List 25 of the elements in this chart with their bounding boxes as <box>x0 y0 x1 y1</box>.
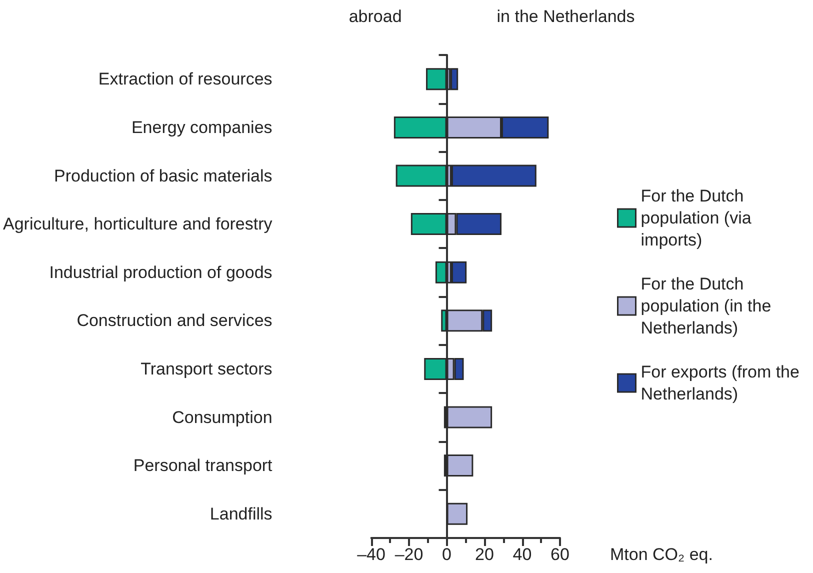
y-tick-label: Agriculture, horticulture and forestry <box>2 214 273 234</box>
y-tick-label: Industrial production of goods <box>49 262 272 282</box>
legend-label: For exports (from the Netherlands) <box>640 362 804 404</box>
y-tick-label: Personal transport <box>133 456 273 476</box>
y-tick-label: Construction and services <box>76 311 272 330</box>
bar <box>450 68 458 90</box>
y-tick-label: Consumption <box>172 408 272 427</box>
x-tick-label: 40 <box>512 545 532 564</box>
text: abroad <box>348 7 402 26</box>
bar <box>451 261 467 284</box>
x-tick-label: 60 <box>550 545 570 564</box>
y-tick-label: Landfills <box>210 504 272 524</box>
x-tick-label: 20 <box>475 545 494 564</box>
text: in the Netherlands <box>496 7 635 26</box>
y-tick-label: Energy companies <box>131 118 272 137</box>
legend-label: For the Dutch population (via imports) <box>640 186 756 250</box>
x-tick-label: –20 <box>394 545 424 564</box>
y-tick-label: Transport sectors <box>140 359 272 378</box>
bar <box>451 164 536 187</box>
y-tick-label: Extraction of resources <box>98 70 272 89</box>
x-tick-label: 0 <box>442 545 452 564</box>
y-tick-label: Production of basic materials <box>54 166 272 186</box>
x-axis-title: Mton CO₂ eq. <box>610 545 713 564</box>
x-tick-label: –40 <box>357 545 386 564</box>
legend-label: For the Dutch population (in the Netherlands) <box>640 274 776 338</box>
